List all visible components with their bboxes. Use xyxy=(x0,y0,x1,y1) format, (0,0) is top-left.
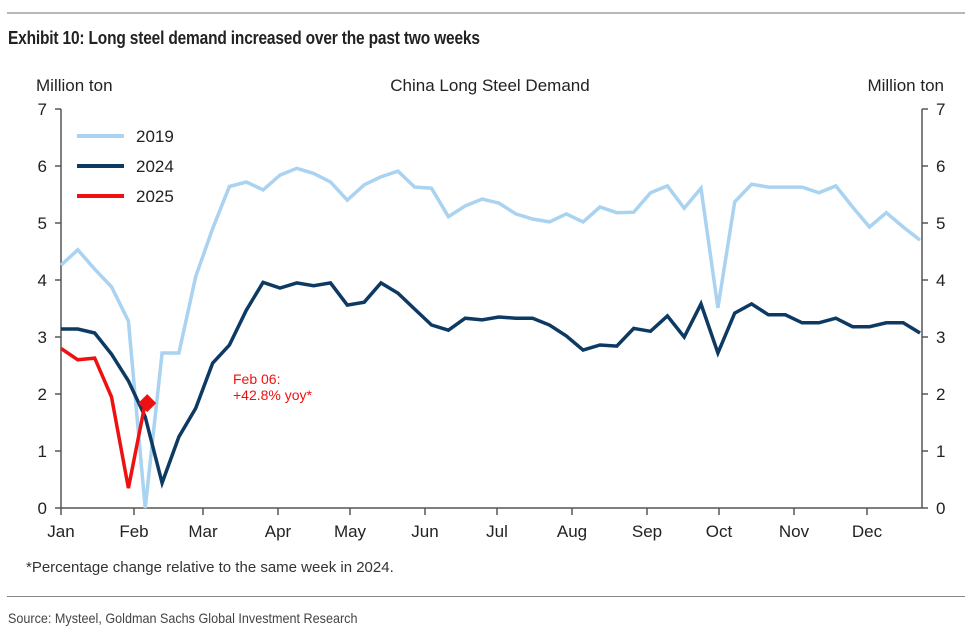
y-tick-label-left: 5 xyxy=(38,214,47,233)
annotation-yoy: +42.8% yoy* xyxy=(233,387,313,403)
x-tick-label: Dec xyxy=(852,522,883,541)
x-tick-label: Jan xyxy=(47,522,74,541)
legend-item-2025: 2025 xyxy=(77,187,174,206)
y-tick-label-right: 4 xyxy=(936,271,945,290)
y-axis-right-label: Million ton xyxy=(867,76,944,95)
y-tick-label-left: 4 xyxy=(38,271,47,290)
series-line-2019 xyxy=(59,166,922,509)
x-tick-label: Sep xyxy=(632,522,662,541)
y-ticks-right: 0 1 2 3 4 5 6 7 xyxy=(922,100,945,518)
y-tick-label-right: 1 xyxy=(936,442,945,461)
y-tick-label-right: 5 xyxy=(936,214,945,233)
y-tick-label-left: 1 xyxy=(38,442,47,461)
x-tick-label: May xyxy=(334,522,367,541)
legend: 2019 2024 2025 xyxy=(77,127,174,206)
legend-item-2024: 2024 xyxy=(77,157,174,176)
annotation-date: Feb 06: xyxy=(233,371,280,387)
y-tick-label-right: 7 xyxy=(936,100,945,119)
y-tick-label-right: 3 xyxy=(936,328,945,347)
y-tick-label-left: 2 xyxy=(38,385,47,404)
footnote: *Percentage change relative to the same … xyxy=(26,559,394,576)
x-tick-label: Mar xyxy=(188,522,218,541)
legend-item-2019: 2019 xyxy=(77,127,174,146)
y-tick-label-left: 6 xyxy=(38,157,47,176)
source-note: Source: Mysteel, Goldman Sachs Global In… xyxy=(8,610,358,626)
series-line-2025 xyxy=(60,346,147,489)
series-layer xyxy=(59,166,922,509)
y-tick-label-right: 6 xyxy=(936,157,945,176)
x-tick-label: Oct xyxy=(706,522,733,541)
series-line-2024 xyxy=(61,280,921,489)
x-tick-label: Apr xyxy=(265,522,292,541)
legend-label-2025: 2025 xyxy=(136,187,174,206)
y-axis-left-label: Million ton xyxy=(36,76,113,95)
x-tick-label: Feb xyxy=(119,522,148,541)
series-marker-2025 xyxy=(138,394,157,413)
y-tick-label-left: 3 xyxy=(38,328,47,347)
y-tick-label-left: 0 xyxy=(38,499,47,518)
x-tick-label: Jun xyxy=(411,522,438,541)
top-rule xyxy=(7,12,965,14)
legend-label-2024: 2024 xyxy=(136,157,174,176)
y-tick-label-right: 2 xyxy=(936,385,945,404)
x-tick-label: Jul xyxy=(486,522,508,541)
annotation-feb06: Feb 06: +42.8% yoy* xyxy=(233,371,313,403)
x-tick-label: Nov xyxy=(779,522,810,541)
exhibit-title: Exhibit 10: Long steel demand increased … xyxy=(8,28,480,48)
x-ticks: Jan Feb Mar Apr May Jun Jul Aug Sep Oct Nov Dec xyxy=(47,508,883,541)
chart-title: China Long Steel Demand xyxy=(390,76,589,95)
y-ticks-left: 0 1 2 3 4 5 6 7 xyxy=(38,100,61,518)
bottom-rule xyxy=(7,596,965,597)
legend-label-2019: 2019 xyxy=(136,127,174,146)
x-tick-label: Aug xyxy=(557,522,587,541)
y-tick-label-left: 7 xyxy=(38,100,47,119)
y-tick-label-right: 0 xyxy=(936,499,945,518)
